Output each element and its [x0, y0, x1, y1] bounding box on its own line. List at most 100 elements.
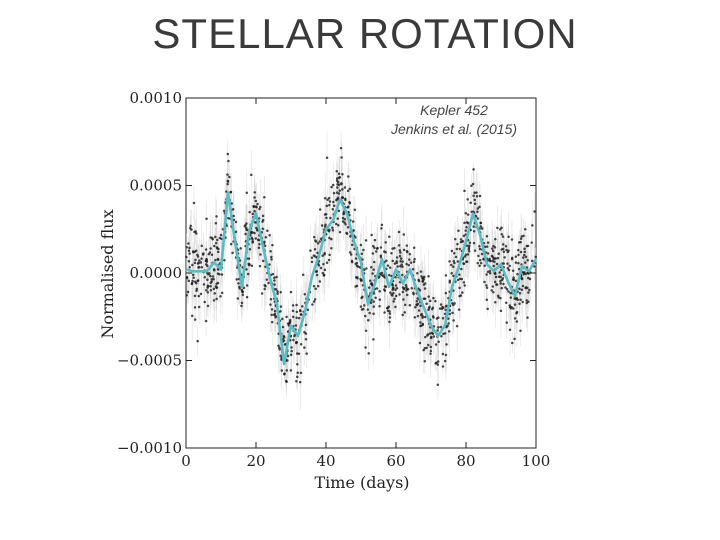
data-point	[304, 332, 308, 335]
data-point	[403, 311, 406, 314]
data-point	[513, 303, 517, 306]
data-point	[494, 275, 498, 279]
data-point	[429, 336, 433, 340]
data-point	[389, 291, 392, 294]
data-point	[485, 234, 489, 238]
data-point	[397, 244, 401, 247]
data-point	[226, 182, 229, 186]
data-point	[356, 277, 359, 280]
data-point	[215, 215, 218, 218]
data-point	[240, 304, 243, 308]
data-point	[274, 314, 277, 318]
data-point	[457, 229, 460, 232]
data-point	[505, 248, 508, 252]
data-point	[185, 277, 189, 280]
data-point	[439, 303, 443, 306]
data-point	[256, 229, 259, 232]
data-point	[418, 288, 422, 292]
data-point	[441, 352, 445, 356]
data-point	[371, 252, 375, 255]
data-point	[476, 207, 480, 210]
data-point	[416, 297, 419, 300]
data-point	[285, 369, 288, 372]
data-point	[452, 319, 455, 322]
data-point	[478, 247, 482, 251]
data-point	[515, 310, 519, 314]
data-point	[372, 300, 375, 303]
data-point	[413, 316, 417, 319]
data-point	[395, 261, 398, 265]
data-point	[234, 230, 238, 233]
data-point	[521, 300, 525, 304]
data-point	[462, 234, 466, 238]
data-point	[478, 244, 481, 248]
data-point	[231, 207, 235, 211]
data-point	[527, 276, 530, 280]
data-point	[462, 281, 466, 284]
data-point	[189, 224, 192, 228]
data-point	[436, 383, 440, 386]
data-point	[370, 265, 373, 269]
data-point	[187, 249, 191, 253]
data-point	[394, 284, 398, 287]
data-point	[495, 262, 499, 266]
data-point	[220, 237, 223, 241]
data-point	[240, 290, 244, 293]
data-point	[265, 278, 269, 281]
data-point	[205, 217, 208, 220]
data-point	[301, 305, 304, 308]
data-point	[500, 232, 504, 236]
data-point	[453, 261, 456, 265]
data-point	[374, 250, 378, 253]
data-point	[490, 289, 493, 292]
data-point	[344, 197, 347, 201]
data-point	[205, 289, 208, 292]
data-point	[245, 268, 248, 271]
data-point	[200, 257, 203, 260]
data-point	[375, 287, 379, 290]
data-point	[191, 263, 194, 267]
data-point	[239, 247, 242, 250]
data-point	[360, 252, 364, 255]
data-point	[296, 362, 299, 366]
data-point	[255, 205, 258, 209]
data-point	[490, 247, 494, 250]
data-point	[514, 297, 518, 301]
data-point	[370, 233, 373, 237]
data-point	[482, 258, 485, 261]
data-point	[311, 303, 314, 306]
data-point	[261, 259, 265, 263]
y-tick-label: 0.0005	[130, 177, 183, 195]
data-point	[441, 365, 445, 368]
data-point	[341, 216, 345, 220]
data-point	[213, 292, 217, 295]
data-point	[406, 250, 409, 254]
data-point	[197, 305, 201, 309]
data-point	[188, 246, 191, 250]
data-point	[502, 282, 505, 286]
data-point	[458, 247, 462, 251]
data-point	[410, 286, 414, 290]
data-point	[506, 250, 510, 254]
data-point	[212, 299, 216, 302]
data-point	[472, 225, 475, 228]
data-point	[340, 182, 343, 186]
data-point	[192, 276, 195, 280]
data-point	[258, 243, 261, 246]
data-point	[331, 226, 334, 229]
data-point	[193, 294, 197, 298]
slide-title: STELLAR ROTATION	[152, 10, 578, 57]
data-point	[313, 235, 316, 239]
data-point	[337, 172, 341, 176]
data-point	[383, 285, 387, 288]
data-point	[204, 248, 208, 251]
data-point	[185, 246, 188, 249]
data-point	[322, 273, 326, 277]
data-point	[330, 185, 333, 189]
data-point	[479, 221, 483, 225]
data-point	[511, 341, 514, 345]
data-point	[351, 220, 355, 223]
data-point	[401, 273, 404, 277]
data-point	[523, 250, 527, 254]
data-point	[380, 227, 383, 230]
